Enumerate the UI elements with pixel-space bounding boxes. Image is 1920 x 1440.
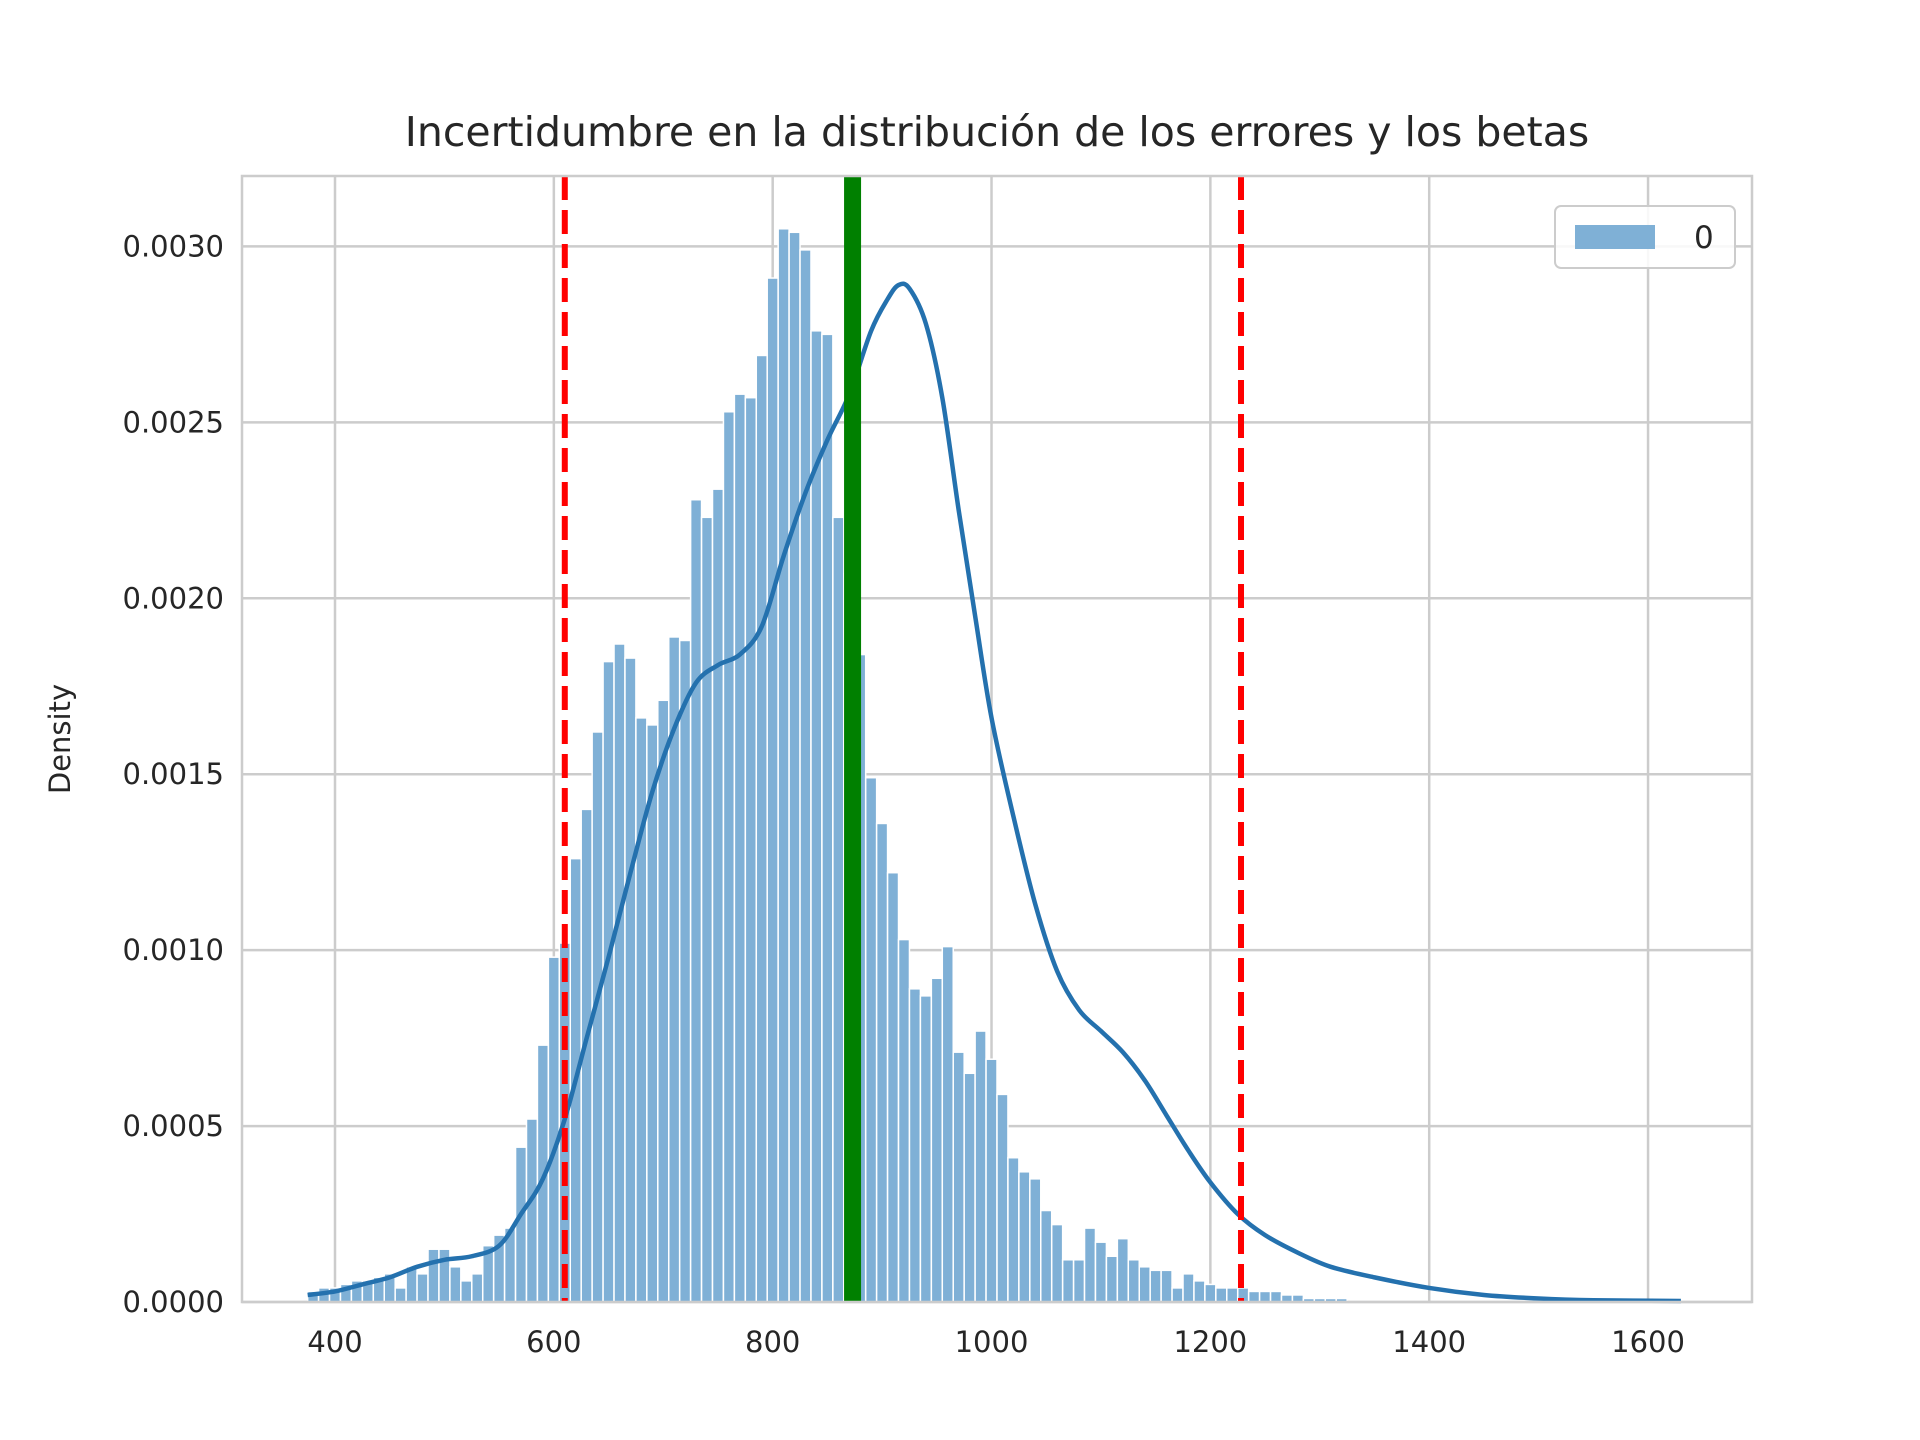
kde-line: [307, 281, 1681, 1304]
histogram-bar: [1094, 1241, 1108, 1303]
x-tick-label: 1400: [1392, 1325, 1466, 1359]
legend: 0: [1554, 205, 1736, 269]
histogram-bar: [832, 516, 845, 1303]
x-tick-labels: 400 600 800 1000 1200 1400 1600: [307, 1325, 1685, 1359]
histogram-bar: [1083, 1227, 1097, 1303]
histogram-bar: [952, 1051, 965, 1303]
histogram-bar: [1171, 1287, 1184, 1303]
y-tick-label: 0.0010: [123, 933, 224, 967]
histogram-bar: [1018, 1171, 1031, 1303]
histogram-bar: [875, 822, 889, 1303]
histogram-bar: [689, 498, 703, 1303]
histogram-bar: [1258, 1290, 1272, 1303]
histogram-bar: [1247, 1290, 1261, 1303]
y-tick-label: 0.0015: [123, 757, 224, 791]
histogram-bar: [514, 1146, 528, 1303]
y-tick-label: 0.0005: [123, 1109, 224, 1143]
histogram-bar: [1182, 1273, 1195, 1303]
histogram-bar: [1116, 1237, 1130, 1303]
histogram-bar: [908, 988, 922, 1303]
histogram-bar: [1215, 1287, 1228, 1303]
histogram-bar: [1072, 1259, 1086, 1303]
histogram-bar: [657, 699, 670, 1303]
reference-lines: [561, 176, 1245, 1302]
kde-curve-group: [307, 281, 1681, 1304]
histogram-bar: [635, 717, 648, 1303]
y-tick-label: 0.0030: [123, 229, 224, 263]
y-tick-labels: 0.0000 0.0005 0.0010 0.0015 0.0020 0.0025 0.00…: [123, 229, 224, 1319]
histogram-bar: [777, 228, 790, 1303]
histogram-bar: [974, 1030, 987, 1303]
histogram-bar: [416, 1273, 429, 1303]
plot-frame: [240, 174, 1754, 1304]
histogram-bar: [919, 995, 933, 1303]
histogram-bar: [471, 1273, 484, 1303]
histogram-bar: [427, 1248, 440, 1303]
x-tick-label: 600: [526, 1325, 581, 1359]
chart-title: Incertidumbre en la distribución de los …: [405, 108, 1589, 156]
histogram-bar: [788, 231, 801, 1303]
histogram-bar: [930, 977, 944, 1303]
histogram-bar: [1226, 1287, 1239, 1303]
x-tick-label: 1000: [955, 1325, 1029, 1359]
histogram-bar: [1204, 1283, 1217, 1303]
histogram-bar: [985, 1058, 998, 1303]
x-tick-label: 1600: [1611, 1325, 1685, 1359]
x-tick-label: 1200: [1173, 1325, 1247, 1359]
histogram-bar: [996, 1093, 1009, 1303]
histogram-bar: [1040, 1209, 1053, 1303]
histogram-bar: [897, 938, 911, 1303]
x-tick-label: 800: [745, 1325, 800, 1359]
y-axis-label: Density: [43, 684, 77, 794]
histogram-bar: [602, 660, 615, 1303]
histogram-bar: [525, 1118, 539, 1303]
histogram-bar: [1149, 1269, 1162, 1303]
histogram-bar: [744, 396, 758, 1303]
histogram-bar: [1061, 1259, 1075, 1303]
histogram-bar: [755, 354, 768, 1303]
histogram-bar: [613, 643, 626, 1303]
legend-label: 0: [1694, 220, 1714, 256]
histogram-bar: [799, 249, 812, 1303]
histogram-bar: [886, 871, 900, 1303]
legend-swatch: [1575, 225, 1655, 249]
histogram-bar: [766, 277, 779, 1303]
histogram-bar: [722, 411, 736, 1303]
y-tick-label: 0.0025: [123, 405, 224, 439]
histogram-bar: [1127, 1259, 1140, 1303]
histogram-bar: [1029, 1178, 1042, 1303]
histogram-bar: [1269, 1290, 1283, 1303]
histogram-bar: [711, 488, 725, 1303]
histogram-bar: [1160, 1269, 1173, 1303]
histogram-bar: [864, 776, 878, 1303]
histogram-bar: [1050, 1223, 1064, 1303]
histogram-bar: [394, 1287, 407, 1303]
x-tick-label: 400: [307, 1325, 362, 1359]
histogram-bar: [624, 657, 637, 1303]
histogram-bar: [1007, 1156, 1020, 1303]
histogram-bar: [1193, 1280, 1206, 1303]
histogram-bar: [449, 1266, 462, 1303]
histogram-bar: [1105, 1255, 1119, 1303]
histogram-bar: [941, 945, 954, 1303]
histogram-bar: [1138, 1266, 1151, 1303]
histogram-bar: [700, 516, 714, 1303]
y-tick-label: 0.0020: [123, 581, 224, 615]
y-tick-label: 0.0000: [123, 1285, 224, 1319]
histogram-bar: [460, 1280, 473, 1303]
histogram-bar: [963, 1072, 976, 1303]
histogram-bar: [733, 393, 747, 1303]
histogram-bar: [678, 639, 692, 1303]
histogram-bar: [821, 333, 834, 1303]
histogram-bar: [547, 956, 561, 1303]
